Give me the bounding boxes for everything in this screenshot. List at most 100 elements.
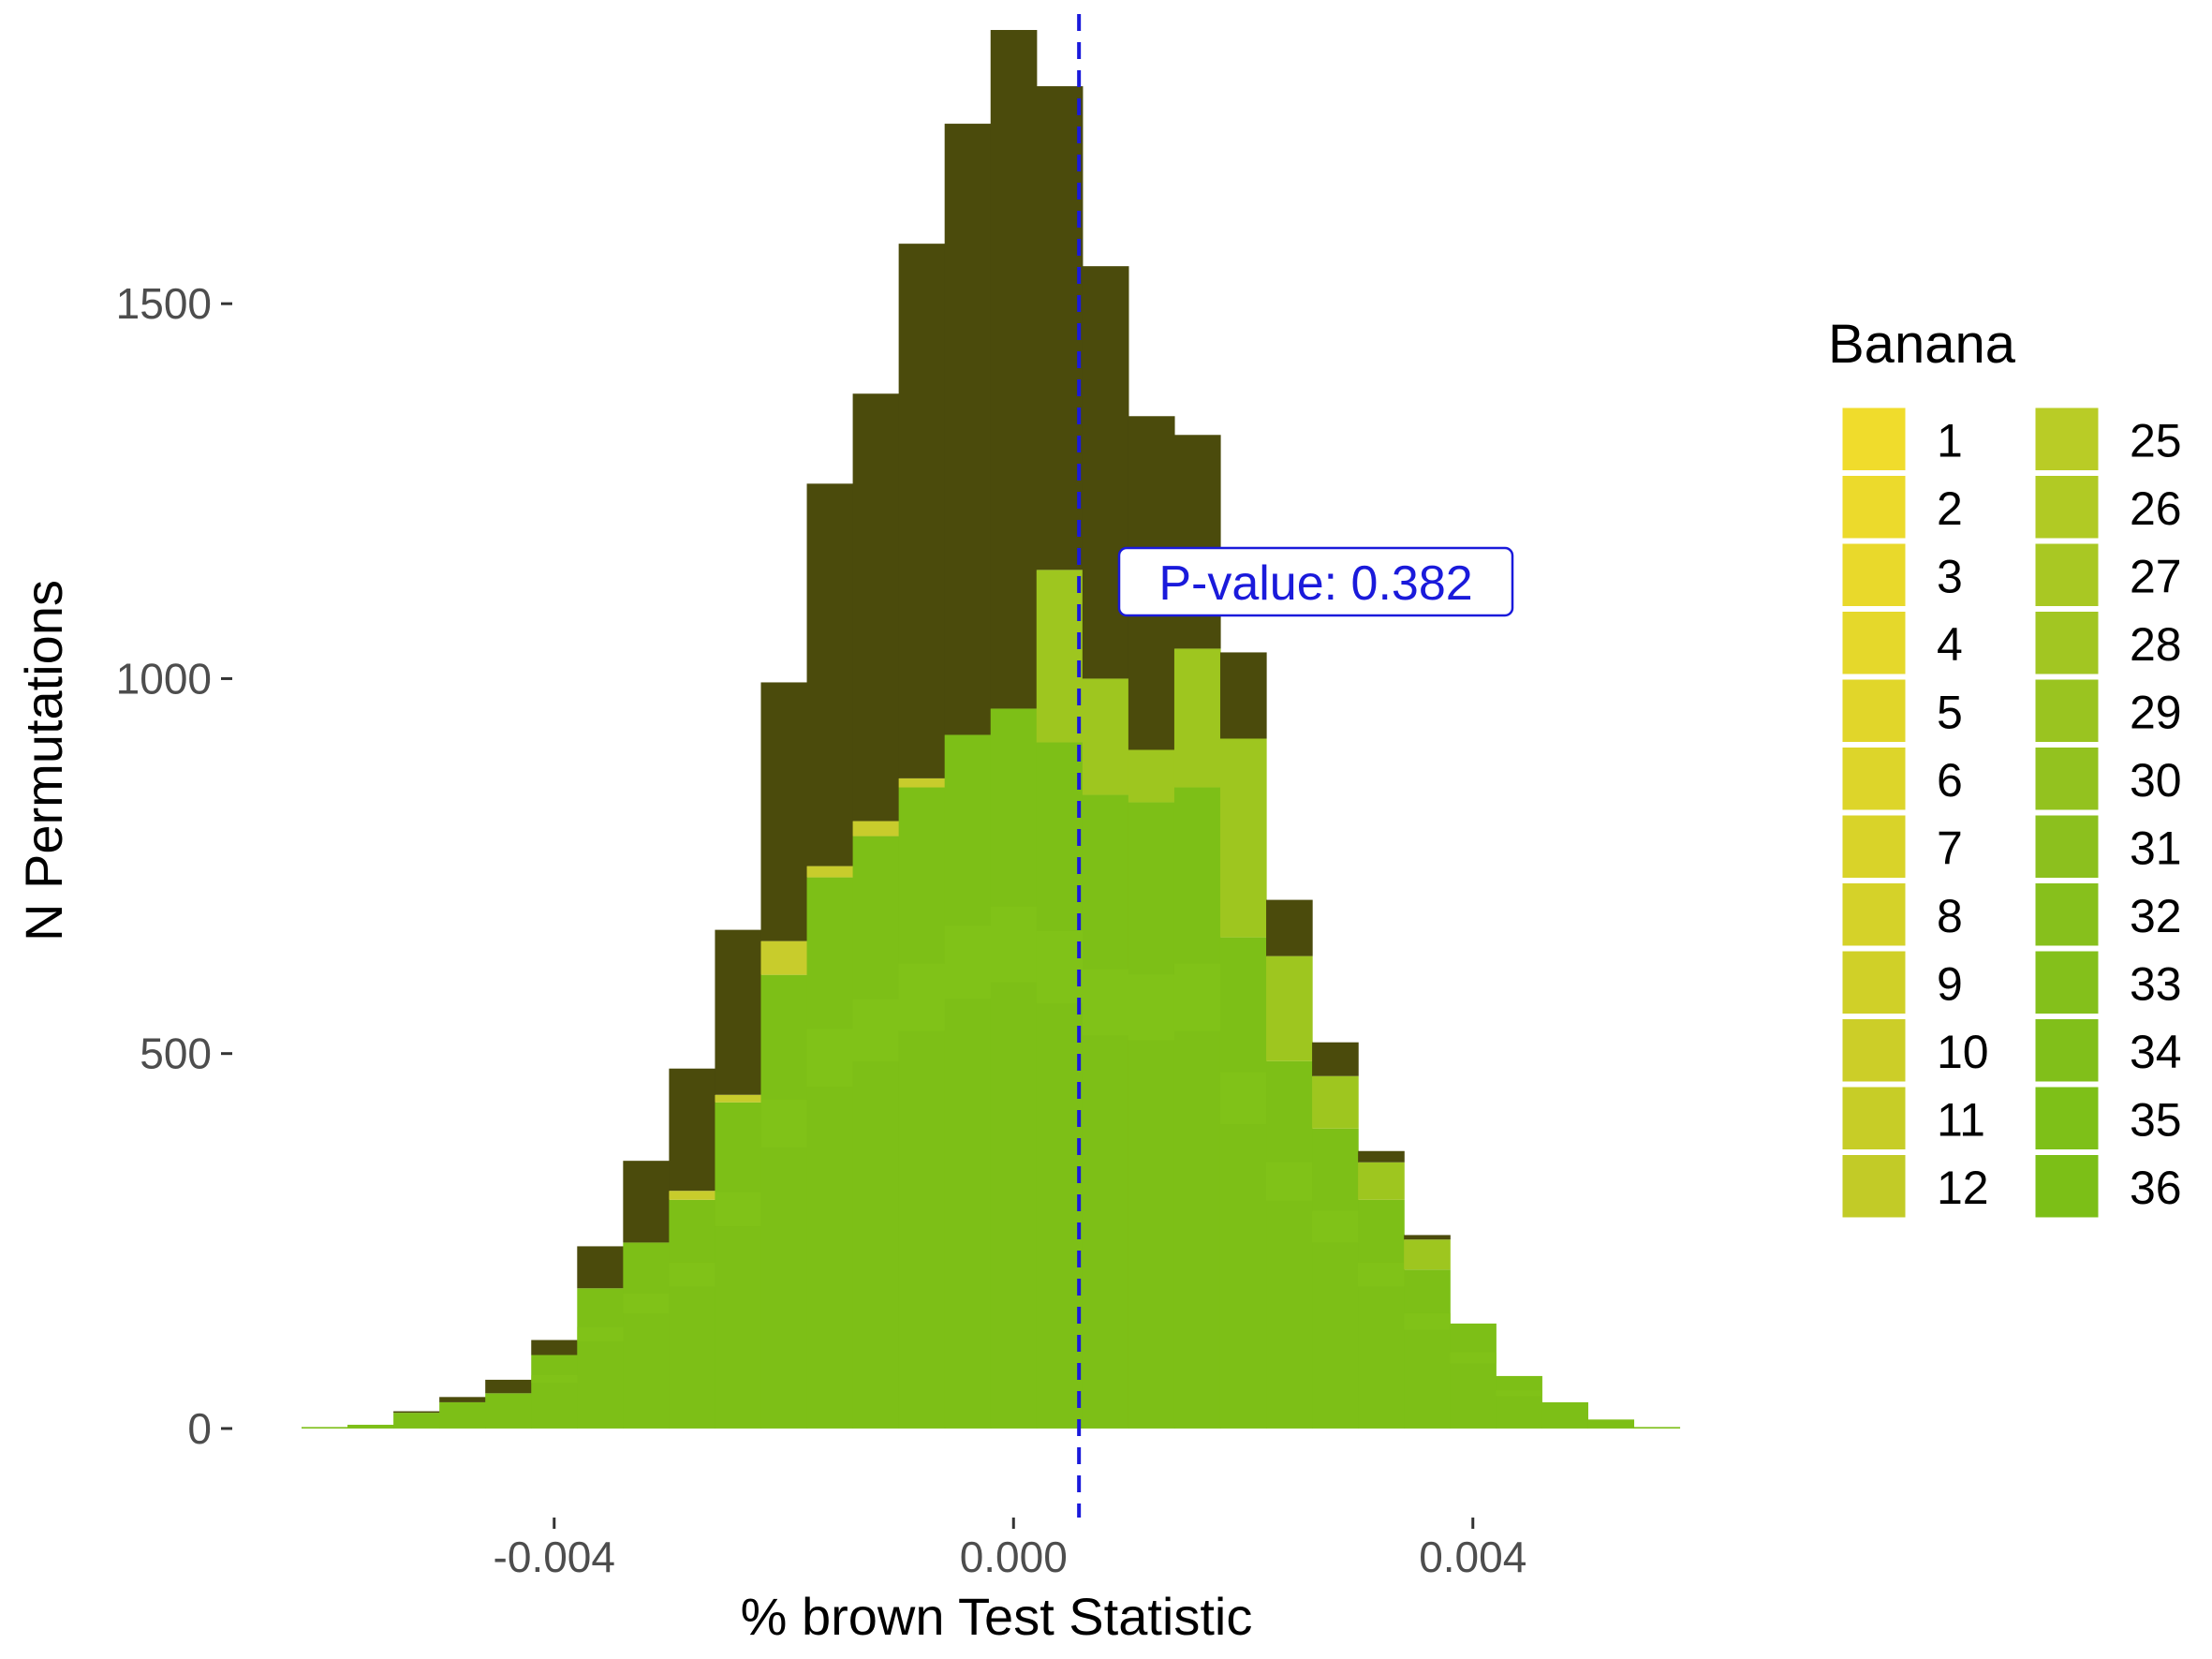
bar-segment-dark <box>944 124 992 735</box>
bar-segment-dark <box>1358 1150 1405 1163</box>
legend-item: 33 <box>2032 948 2182 1016</box>
bar-segment-green-band <box>1404 1312 1451 1330</box>
histogram-bin <box>347 1424 394 1429</box>
histogram-bin <box>1358 1150 1405 1429</box>
legend-key <box>1839 1152 1909 1221</box>
legend-item: 12 <box>1839 1152 1989 1221</box>
histogram-bin <box>1036 86 1084 1429</box>
legend-label: 10 <box>1937 1026 1989 1078</box>
histogram-bin <box>898 244 946 1429</box>
bar-segment-green <box>439 1401 486 1429</box>
bar-segment-dark <box>852 393 900 822</box>
bar-segment-green-band <box>1173 963 1221 1031</box>
legend-item: 9 <box>1839 948 1963 1016</box>
histogram-bin <box>439 1397 486 1429</box>
bar-segment-yellow <box>715 1094 762 1103</box>
bar-segment-green <box>1404 1269 1451 1429</box>
histogram-bin <box>1173 435 1221 1429</box>
legend-label: 11 <box>1937 1093 1985 1146</box>
bar-segment-green <box>1358 1199 1405 1429</box>
legend: Banana 123456789101112252627282930313233… <box>1828 314 2182 1221</box>
legend-item: 30 <box>2032 745 2182 813</box>
bar-segment-green <box>806 877 854 1429</box>
legend-key <box>1839 541 1909 609</box>
bar-segment-green <box>1541 1401 1588 1429</box>
legend-key <box>1839 812 1909 881</box>
histogram-bin <box>1219 652 1267 1429</box>
legend-label: 35 <box>2130 1093 2182 1146</box>
annotation-box <box>1117 546 1514 617</box>
bar-segment-dark <box>1036 86 1084 570</box>
bar-segment-green <box>1496 1375 1542 1429</box>
legend-item: 2 <box>1839 473 1963 541</box>
legend-key <box>2032 473 2101 541</box>
legend-key <box>1839 745 1909 813</box>
bar-segment-dark <box>760 682 808 941</box>
legend-item: 31 <box>2032 812 2182 881</box>
bar-segment-green <box>623 1242 670 1429</box>
legend-item: 25 <box>2032 405 2182 473</box>
legend-key <box>1839 1016 1909 1085</box>
bar-segment-green <box>531 1355 578 1429</box>
histogram-bin <box>760 682 808 1429</box>
legend-key <box>1839 473 1909 541</box>
histogram-bin <box>1587 1419 1635 1429</box>
bar-segment-dark <box>898 244 946 778</box>
legend-label: 3 <box>1937 550 1963 602</box>
bar-segment-lightgreen <box>1128 749 1175 803</box>
y-tick-label: 1000 <box>116 654 212 703</box>
histogram-bin <box>1312 1042 1359 1429</box>
bar-segment-dark <box>623 1161 670 1243</box>
bar-segment-green <box>393 1413 440 1429</box>
bar-segment-green-band <box>715 1192 762 1227</box>
bar-segment-dark <box>1404 1235 1451 1240</box>
bar-segment-lightgreen <box>1404 1239 1451 1270</box>
legend-item: 4 <box>1839 609 1963 677</box>
x-axis-title: % brown Test Statistic <box>741 1587 1253 1646</box>
bar-segment-green-band <box>944 926 992 999</box>
bar-segment-dark <box>806 483 854 867</box>
bar-segment-green-band <box>1312 1210 1359 1243</box>
y-axis-title: N Permutations <box>14 580 73 941</box>
bar-segment-green <box>1450 1323 1497 1429</box>
bar-segment-green <box>715 1102 762 1429</box>
histogram-bin <box>302 1427 348 1429</box>
legend-label: 8 <box>1937 890 1963 942</box>
bar-segment-green-band <box>852 999 900 1061</box>
histogram-bin <box>806 483 854 1429</box>
bar-segment-dark <box>393 1411 440 1414</box>
legend-label: 30 <box>2130 754 2182 807</box>
bar-segment-yellow <box>852 821 900 837</box>
bar-segment-green <box>990 708 1038 1429</box>
bar-segment-yellow <box>806 866 854 878</box>
legend-label: 4 <box>1937 618 1963 671</box>
bar-segment-dark <box>1312 1042 1359 1076</box>
bar-segment-green-band <box>577 1326 624 1342</box>
bar-segment-green <box>302 1427 348 1429</box>
bar-segment-green-band <box>1082 969 1129 1036</box>
legend-key <box>1839 1084 1909 1152</box>
bar-segment-green <box>1219 937 1267 1429</box>
bar-segment-dark <box>1219 652 1267 739</box>
legend-item: 27 <box>2032 541 2182 609</box>
bar-segment-dark <box>577 1246 624 1289</box>
legend-item: 1 <box>1839 405 1963 473</box>
bar-segment-green-band <box>531 1375 578 1384</box>
legend-key <box>2032 881 2101 949</box>
bar-segment-lightgreen <box>1358 1162 1405 1200</box>
legend-item: 28 <box>2032 609 2182 677</box>
legend-item: 29 <box>2032 676 2182 745</box>
legend-label: 5 <box>1937 686 1963 738</box>
bar-segment-green <box>1587 1419 1635 1429</box>
legend-item: 35 <box>2032 1084 2182 1152</box>
bar-segment-lightgreen <box>1173 648 1221 788</box>
x-tick-label: 0.004 <box>1419 1533 1526 1581</box>
x-axis: -0.004 0.000 0.004 <box>494 1518 1526 1581</box>
bar-segment-yellow <box>898 778 946 788</box>
bar-segment-green <box>760 974 808 1429</box>
legend-label: 7 <box>1937 822 1963 874</box>
bar-segment-green-band <box>990 906 1038 983</box>
legend-item: 36 <box>2032 1152 2182 1221</box>
